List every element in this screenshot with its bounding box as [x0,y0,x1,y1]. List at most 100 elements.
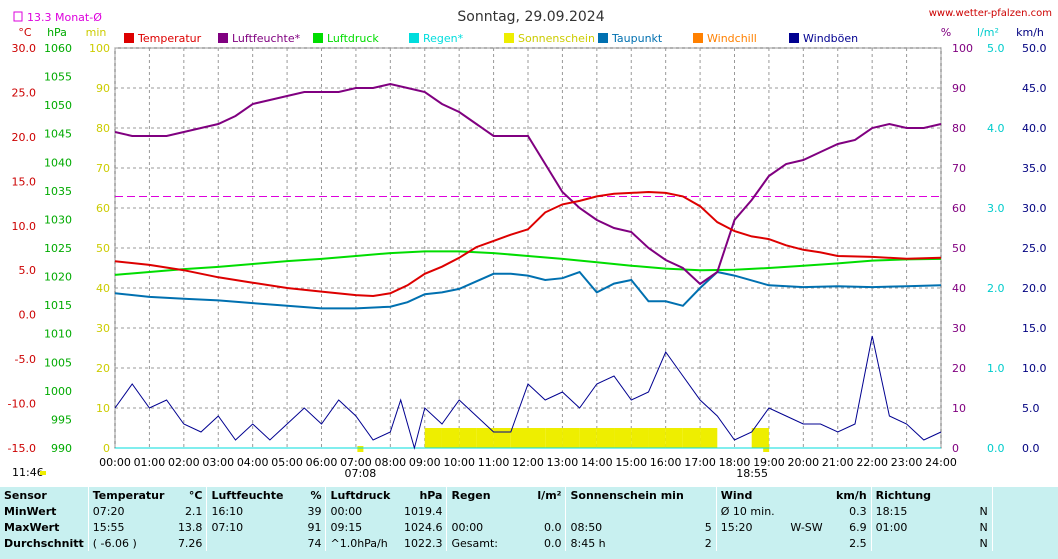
rain-value: 0.0 [543,520,562,534]
time-tick-label: 04:00 [237,456,269,469]
wind-dir: W-SW [790,520,823,534]
time-tick-label: 24:00 [925,456,957,469]
sunshine-bar [682,428,701,448]
legend-label: Luftdruck [327,32,379,45]
axes: 30.0 25.0 20.0 15.0 10.0 5.0 0.0 -5.0 -10.0 -15.0… [8,26,1047,480]
sun-unit-spacer [688,487,717,503]
temp-value: 2.1 [184,504,203,518]
humidity-tick-label: 40 [952,282,966,295]
dir-header: Richtung [870,487,958,503]
month-avg-label: 13.3 Monat-Ø [27,11,102,24]
row-label: Durchschnitt [4,536,84,550]
sun-time [565,503,688,519]
hum-time: 16:10 [206,503,288,519]
wind-tick-label: 35.0 [1022,162,1047,175]
axis-unit-label: hPa [47,26,67,39]
time-tick-label: 03:00 [202,456,234,469]
dir-value: N [979,520,988,534]
hum-unit: % [310,488,322,502]
time-tick-label: 18:00 [719,456,751,469]
sunshine-bar [441,428,460,448]
wind-label: 15:20 [715,519,779,535]
pressure-tick-label: 1020 [44,271,72,284]
sunshine-bar [510,428,528,448]
temp-tick-label: 20.0 [12,131,37,144]
legend-swatch [789,33,799,43]
wind-tick-label: 0.0 [1022,442,1040,455]
statistics-table: Sensor Temperatur °C Luftfeuchte % Luftd… [0,487,1001,551]
wind-value: 6.9 [849,520,867,534]
temp-value: 13.8 [177,520,203,534]
wind-label: Ø 10 min. [715,503,779,519]
press-value: 1022.3 [403,536,443,550]
sunshine-tick-label: 100 [89,42,110,55]
rain-time: Gesamt: [446,535,512,551]
pressure-line [114,250,942,276]
stats-row-min: MinWert 07:20 2.1 16:10 39 00:00 1019.4 … [0,503,1001,519]
rain-tick-label: 1.0 [987,362,1005,375]
sun-value: 5 [704,520,712,534]
sunset-marker [763,446,770,452]
wind-tick-label: 40.0 [1022,122,1047,135]
legend: Temperatur Luftfeuchte* Luftdruck Regen* Son… [124,32,858,45]
humidity-tick-label: 10 [952,402,966,415]
pressure-tick-label: 995 [51,413,72,426]
time-tick-label: 15:00 [615,456,647,469]
pressure-tick-label: 1045 [44,128,72,141]
sunshine-bar [596,428,615,448]
sunshine-bars [357,428,770,452]
legend-label: Temperatur [137,32,202,45]
rain-unit: l/m² [537,488,562,502]
pressure-tick-label: 1000 [44,385,72,398]
legend-swatch [218,33,228,43]
temp-time: 15:55 [87,519,169,535]
dir-value: N [979,504,988,518]
series-lines [114,82,942,450]
rain-time [446,503,512,519]
sensor-header: Sensor [4,488,47,502]
rain-time: 00:00 [446,519,512,535]
humidity-tick-label: 80 [952,122,966,135]
wind-dir-header-spacer [779,487,827,503]
sunset-label: 18:55 [736,467,768,480]
time-tick-label: 13:00 [547,456,579,469]
humidity-tick-label: 60 [952,202,966,215]
sunshine-bar [700,428,718,448]
temp-header: Temperatur [87,487,169,503]
temp-unit: °C [188,488,203,502]
temp-tick-label: 0.0 [19,309,37,322]
humidity-tick-label: 30 [952,322,966,335]
sunrise-marker [357,446,364,452]
temp-value: 7.26 [177,536,203,550]
sunshine-tick-label: 10 [96,402,110,415]
humidity-tick-label: 100 [952,42,973,55]
legend-label: Regen* [423,32,464,45]
press-unit: hPa [419,488,443,502]
axis-unit-label: °C [18,26,32,39]
legend-swatch [409,33,419,43]
sunshine-tick-label: 80 [96,122,110,135]
wind-header: Wind [715,487,779,503]
legend-swatch [598,33,608,43]
stats-header-row: Sensor Temperatur °C Luftfeuchte % Luftd… [0,487,1001,503]
wind-unit: km/h [836,488,867,502]
wind-tick-label: 5.0 [1022,402,1040,415]
time-tick-label: 19:00 [753,456,785,469]
stats-filler [991,519,1001,535]
axis-unit-label: km/h [1016,26,1044,39]
sunshine-bar [751,428,769,448]
time-tick-label: 10:00 [443,456,475,469]
humidity-tick-label: 0 [952,442,959,455]
sunshine-tick-label: 70 [96,162,110,175]
temp-tick-label: 5.0 [19,264,37,277]
pressure-tick-label: 990 [51,442,72,455]
site-link[interactable]: www.wetter-pfalzen.com [929,8,1052,19]
pressure-tick-label: 1030 [44,213,72,226]
legend-label: Taupunkt [611,32,663,45]
time-tick-label: 05:00 [271,456,303,469]
pressure-tick-label: 1060 [44,42,72,55]
sunshine-bar [665,428,683,448]
sunshine-tick-label: 0 [103,442,110,455]
time-tick-label: 12:00 [512,456,544,469]
sunshine-tick-label: 90 [96,82,110,95]
